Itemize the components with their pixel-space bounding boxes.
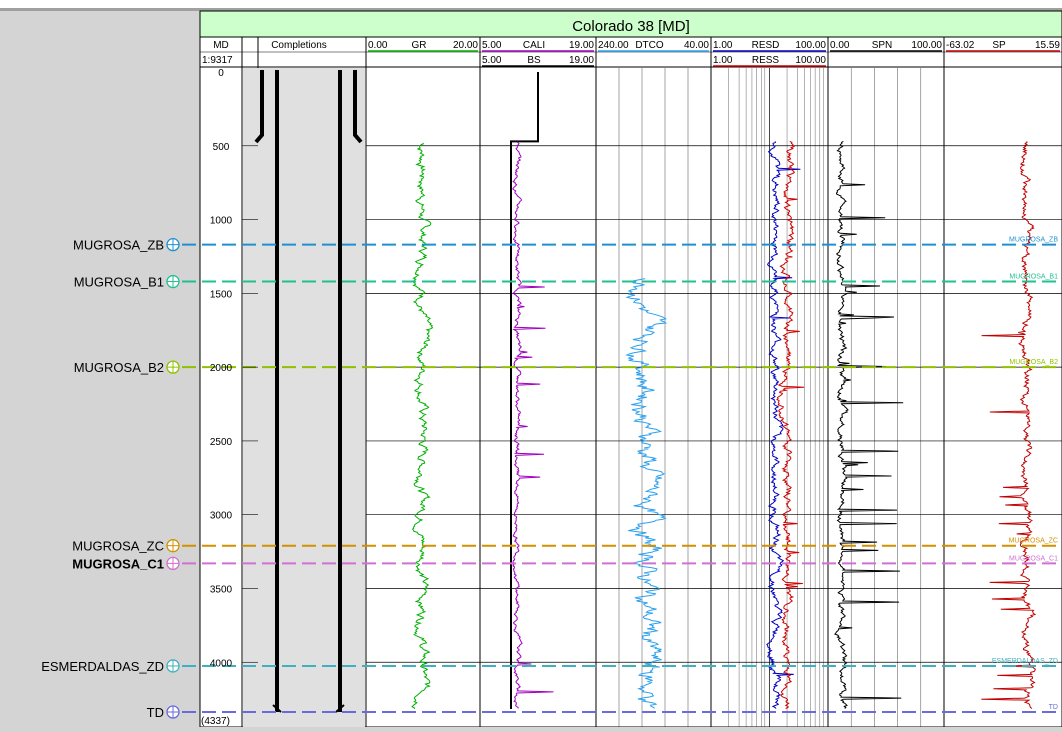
curve-header-sp[interactable]: -63.02 SP 15.59 xyxy=(946,40,1060,52)
formation-top-td[interactable]: TD TD xyxy=(147,704,1062,720)
svg-text:19.00: 19.00 xyxy=(569,55,594,66)
total-depth-label: (4337) xyxy=(201,716,230,727)
depth-tick-label: 2500 xyxy=(210,437,233,448)
top-label: MUGROSA_ZC xyxy=(72,539,164,554)
curve-header-spn[interactable]: 0.00 SPN 100.00 xyxy=(830,40,942,52)
svg-text:20.00: 20.00 xyxy=(453,40,478,51)
svg-text:19.00: 19.00 xyxy=(569,40,594,51)
svg-text:100.00: 100.00 xyxy=(795,55,826,66)
formation-top-mugrosa-zc[interactable]: MUGROSA_ZC MUGROSA_ZC xyxy=(72,538,1062,554)
curve-spn xyxy=(834,140,904,709)
svg-text:100.00: 100.00 xyxy=(795,40,826,51)
svg-text:240.00: 240.00 xyxy=(598,40,629,51)
formation-top-mugrosa-b1[interactable]: MUGROSA_B1 MUGROSA_B1 xyxy=(74,274,1062,290)
top-label: ESMERDALDAS_ZD xyxy=(41,659,164,674)
curve-header-dtco[interactable]: 240.00 DTCO 40.00 xyxy=(598,40,709,52)
curve-cali xyxy=(511,141,554,709)
depth-tick-label: 3500 xyxy=(210,584,233,595)
top-track-label: TD xyxy=(1049,704,1058,711)
curve-dtco xyxy=(625,278,668,709)
top-track-label: MUGROSA_B1 xyxy=(1009,274,1058,281)
depth-tick-label: 3000 xyxy=(210,511,233,522)
top-label: MUGROSA_B2 xyxy=(74,360,164,375)
top-track-label: MUGROSA_ZC xyxy=(1009,538,1058,545)
depth-tick-label: 1000 xyxy=(210,216,233,227)
formation-top-esmerdaldas-zd[interactable]: ESMERDALDAS_ZD ESMERDALDAS_ZD xyxy=(41,658,1062,674)
svg-text:1.00: 1.00 xyxy=(713,40,733,51)
svg-text:15.59: 15.59 xyxy=(1035,40,1060,51)
md-header-label: MD xyxy=(213,40,229,51)
top-label: MUGROSA_C1 xyxy=(72,556,164,571)
svg-text:DTCO: DTCO xyxy=(635,40,664,51)
curve-header-resd[interactable]: 1.00 RESD 100.00 xyxy=(713,40,826,52)
formation-top-mugrosa-zb[interactable]: MUGROSA_ZB MUGROSA_ZB xyxy=(73,237,1062,253)
svg-text:GR: GR xyxy=(412,40,427,51)
svg-text:5.00: 5.00 xyxy=(482,55,502,66)
curve-gr xyxy=(411,142,434,709)
svg-text:RESD: RESD xyxy=(752,40,780,51)
formation-top-mugrosa-c1[interactable]: MUGROSA_C1 MUGROSA_C1 xyxy=(72,555,1062,571)
top-track-label: MUGROSA_ZB xyxy=(1009,237,1058,244)
depth-tick-label: 2000 xyxy=(210,363,233,374)
top-track-label: ESMERDALDAS_ZD xyxy=(992,658,1058,665)
depth-tick-label: 1500 xyxy=(210,289,233,300)
svg-text:CALI: CALI xyxy=(523,40,545,51)
svg-text:0.00: 0.00 xyxy=(368,40,388,51)
svg-text:0.00: 0.00 xyxy=(830,40,850,51)
curve-header-ress[interactable]: 1.00 RESS 100.00 xyxy=(713,55,826,67)
svg-text:40.00: 40.00 xyxy=(684,40,709,51)
curve-sp xyxy=(981,141,1037,709)
curve-ress xyxy=(776,140,805,709)
curve-resd xyxy=(766,141,801,709)
svg-text:100.00: 100.00 xyxy=(911,40,942,51)
depth-tick-label: 4000 xyxy=(210,658,233,669)
md-header-scale: 1:9317 xyxy=(202,55,233,66)
chart-title: Colorado 38 [MD] xyxy=(572,18,690,35)
svg-text:-63.02: -63.02 xyxy=(946,40,975,51)
top-label: TD xyxy=(147,705,164,720)
top-label: MUGROSA_ZB xyxy=(73,238,164,253)
depth-tick-label: 0 xyxy=(218,68,224,79)
svg-text:5.00: 5.00 xyxy=(482,40,502,51)
curve-header-cali[interactable]: 5.00 CALI 19.00 xyxy=(482,40,594,52)
top-label: MUGROSA_B1 xyxy=(74,275,164,290)
svg-text:RESS: RESS xyxy=(752,55,780,66)
svg-text:SPN: SPN xyxy=(872,40,893,51)
top-track-label: MUGROSA_C1 xyxy=(1009,555,1058,562)
completions-header: Completions xyxy=(271,40,327,51)
svg-text:BS: BS xyxy=(527,55,541,66)
svg-text:SP: SP xyxy=(992,40,1006,51)
curve-bs xyxy=(510,72,539,710)
curve-header-gr[interactable]: 0.00 GR 20.00 xyxy=(368,40,478,52)
depth-tick-label: 500 xyxy=(213,142,230,153)
top-track-label: MUGROSA_B2 xyxy=(1009,359,1058,366)
curve-header-bs[interactable]: 5.00 BS 19.00 xyxy=(482,55,594,67)
formation-top-mugrosa-b2[interactable]: MUGROSA_B2 MUGROSA_B2 xyxy=(74,359,1062,375)
svg-text:1.00: 1.00 xyxy=(713,55,733,66)
